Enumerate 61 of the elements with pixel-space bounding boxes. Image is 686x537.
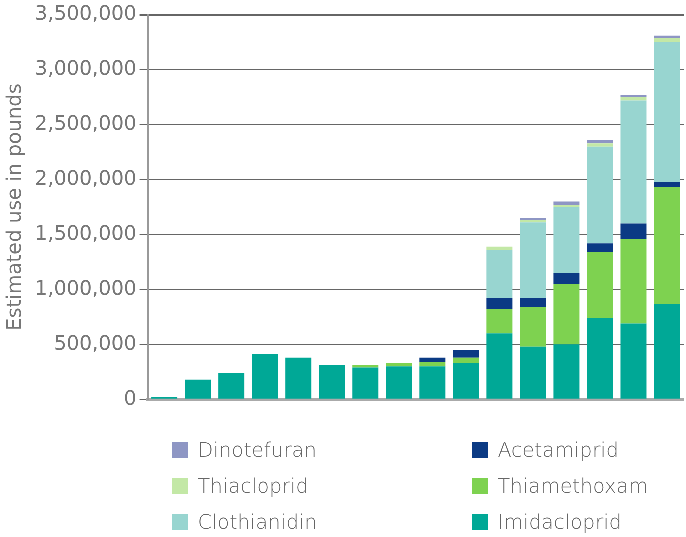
bar: [587, 140, 614, 144]
y-tick-label: 2,000,000: [34, 166, 137, 190]
y-tick-label: 1,000,000: [34, 276, 137, 300]
y-tick-label: 3,000,000: [34, 56, 137, 80]
y-tick-label: 500,000: [54, 330, 137, 355]
bar: [620, 324, 647, 399]
bar: [453, 358, 480, 364]
bar: [386, 363, 412, 367]
bar: [252, 354, 278, 399]
bar: [654, 188, 680, 304]
legend-label: Imidacloprid: [498, 510, 622, 534]
bar: [486, 309, 513, 334]
y-tick-label: 3,500,000: [34, 1, 137, 26]
bar: [654, 182, 680, 188]
bar: [620, 239, 647, 324]
bar: [352, 368, 379, 399]
bar: [654, 304, 680, 399]
bar: [453, 363, 480, 399]
bar: [554, 202, 580, 206]
bar: [453, 350, 480, 358]
legend-label: Acetamiprid: [498, 438, 619, 462]
bar: [587, 146, 614, 244]
bar: [520, 222, 546, 299]
legend-label: Clothianidin: [198, 510, 318, 534]
y-tick-label: 1,500,000: [34, 220, 137, 245]
bar: [386, 366, 412, 399]
legend-label: Thiamethoxam: [498, 474, 648, 498]
bar: [420, 358, 446, 362]
bar: [520, 298, 546, 308]
bar: [587, 318, 614, 399]
bar: [620, 224, 647, 240]
y-axis-title: Estimated use in pounds: [2, 84, 26, 331]
bar: [587, 244, 614, 252]
bar: [218, 373, 245, 399]
bar: [554, 284, 580, 345]
bar: [486, 250, 513, 299]
bar: [420, 366, 446, 399]
bar: [319, 366, 346, 399]
bar: [620, 100, 647, 224]
y-tick-label: 0: [124, 386, 137, 410]
bar: [520, 307, 546, 347]
bar: [486, 334, 513, 399]
bar: [286, 358, 312, 399]
bar: [520, 220, 546, 223]
bar: [554, 344, 580, 399]
bar: [420, 362, 446, 367]
bar: [620, 97, 647, 101]
bar: [654, 36, 680, 38]
bar: [587, 144, 614, 147]
legend-label: Thiacloprid: [198, 474, 309, 498]
y-tick-label: 2,500,000: [34, 111, 137, 136]
bar: [185, 380, 212, 399]
bar: [554, 207, 580, 274]
bar: [554, 273, 580, 284]
legend-label: Dinotefuran: [198, 438, 317, 462]
bar: [486, 246, 513, 250]
bar: [654, 38, 680, 42]
bar: [654, 42, 680, 182]
bar: [520, 346, 546, 399]
bar: [486, 298, 513, 310]
bar: [587, 252, 614, 318]
